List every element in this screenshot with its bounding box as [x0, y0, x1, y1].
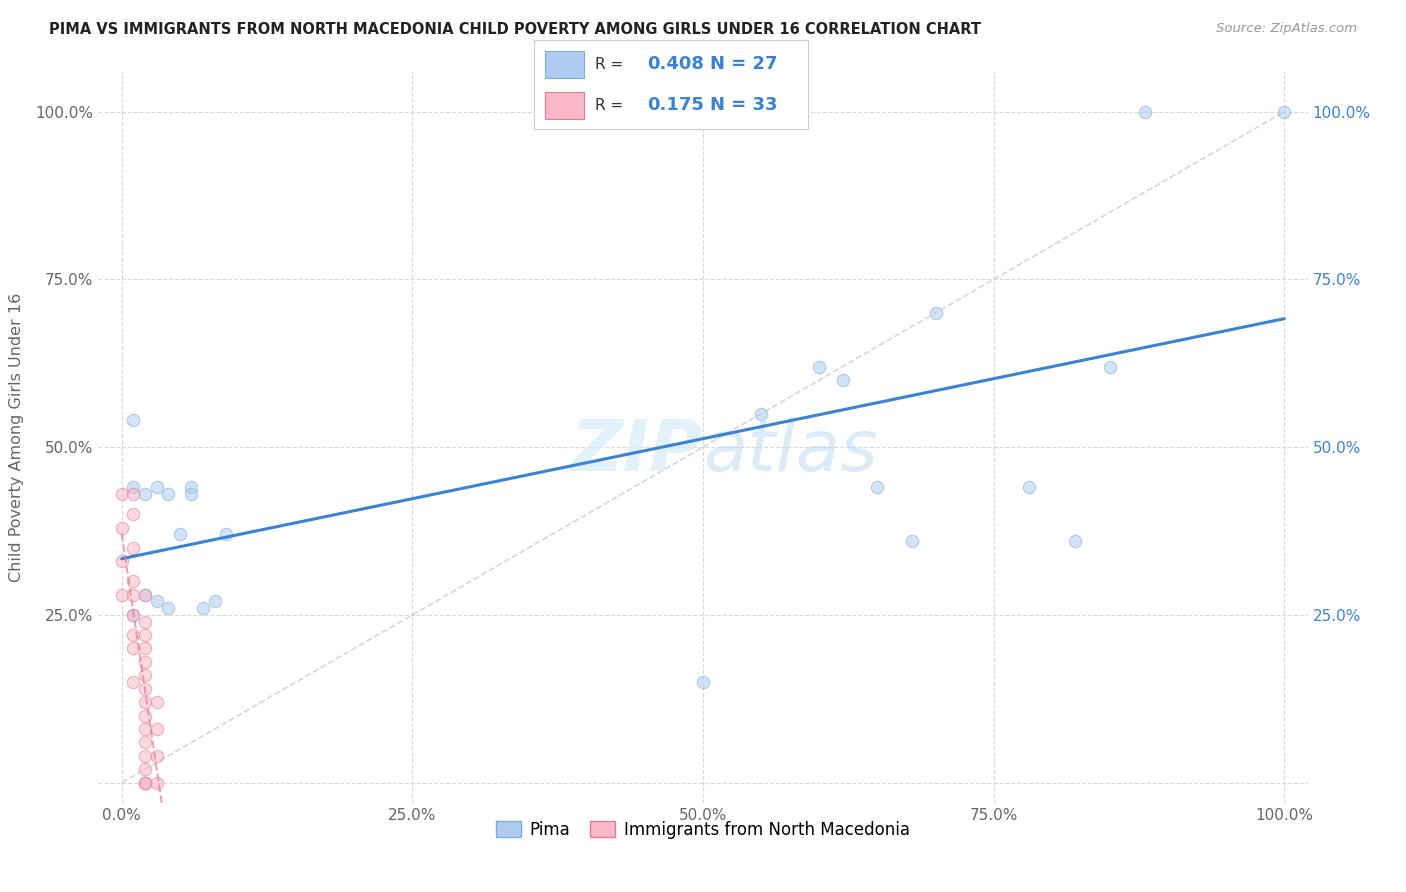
Text: R =: R = — [595, 98, 633, 112]
Point — [145, 594, 167, 608]
Point — [122, 641, 145, 656]
Point — [866, 480, 889, 494]
Text: N = 33: N = 33 — [710, 96, 778, 114]
Point — [134, 655, 156, 669]
Point — [134, 735, 156, 749]
Point — [204, 594, 226, 608]
Point — [808, 359, 831, 374]
Point — [134, 628, 156, 642]
Point — [157, 601, 180, 615]
Point — [134, 708, 156, 723]
Point — [169, 527, 191, 541]
Point — [145, 775, 167, 789]
Point — [122, 628, 145, 642]
Legend: Pima, Immigrants from North Macedonia: Pima, Immigrants from North Macedonia — [489, 814, 917, 846]
Point — [111, 521, 134, 535]
Point — [692, 675, 714, 690]
Point — [180, 487, 202, 501]
Point — [122, 675, 145, 690]
Point — [134, 487, 156, 501]
Point — [134, 775, 156, 789]
Point — [924, 306, 946, 320]
Y-axis label: Child Poverty Among Girls Under 16: Child Poverty Among Girls Under 16 — [10, 293, 24, 582]
Point — [122, 487, 145, 501]
Point — [122, 574, 145, 589]
Point — [145, 695, 167, 709]
Point — [145, 480, 167, 494]
Point — [157, 487, 180, 501]
Text: N = 27: N = 27 — [710, 55, 778, 73]
Point — [1272, 104, 1295, 119]
Point — [145, 748, 167, 763]
Point — [191, 601, 214, 615]
Point — [134, 641, 156, 656]
Point — [111, 588, 134, 602]
Point — [1018, 480, 1040, 494]
Point — [111, 554, 134, 568]
Text: ZIP: ZIP — [571, 417, 703, 486]
Point — [122, 508, 145, 522]
Point — [111, 487, 134, 501]
Point — [134, 775, 156, 789]
Point — [122, 480, 145, 494]
Point — [134, 775, 156, 789]
Point — [1133, 104, 1156, 119]
FancyBboxPatch shape — [546, 92, 583, 119]
Point — [134, 668, 156, 682]
Point — [215, 527, 238, 541]
Point — [134, 588, 156, 602]
Point — [134, 722, 156, 736]
Point — [1098, 359, 1121, 374]
Point — [134, 588, 156, 602]
Point — [134, 762, 156, 776]
Point — [122, 607, 145, 622]
Point — [134, 695, 156, 709]
Point — [180, 480, 202, 494]
Point — [122, 541, 145, 555]
Point — [901, 534, 924, 549]
FancyBboxPatch shape — [546, 51, 583, 78]
Text: PIMA VS IMMIGRANTS FROM NORTH MACEDONIA CHILD POVERTY AMONG GIRLS UNDER 16 CORRE: PIMA VS IMMIGRANTS FROM NORTH MACEDONIA … — [49, 22, 981, 37]
Point — [134, 748, 156, 763]
Point — [831, 373, 853, 387]
Point — [749, 407, 772, 421]
Text: atlas: atlas — [703, 417, 877, 486]
Point — [122, 607, 145, 622]
Text: Source: ZipAtlas.com: Source: ZipAtlas.com — [1216, 22, 1357, 36]
Point — [1064, 534, 1087, 549]
Text: R =: R = — [595, 57, 627, 71]
Text: 0.408: 0.408 — [647, 55, 703, 73]
Point — [122, 588, 145, 602]
Point — [122, 413, 145, 427]
Point — [134, 615, 156, 629]
Text: 0.175: 0.175 — [647, 96, 703, 114]
Point — [134, 681, 156, 696]
Point — [145, 722, 167, 736]
